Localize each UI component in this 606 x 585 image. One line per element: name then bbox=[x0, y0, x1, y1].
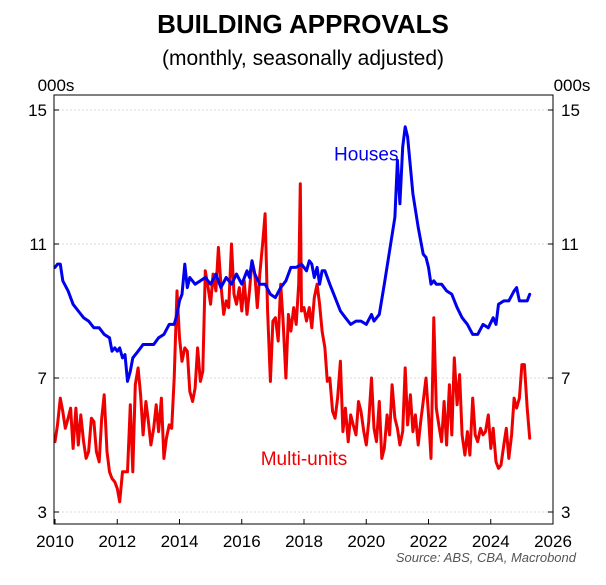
series-label-houses: Houses bbox=[334, 144, 398, 165]
y-tick-label-left: 3 bbox=[38, 503, 47, 522]
x-tick-label: 2010 bbox=[36, 532, 74, 551]
y-axis-unit-left: 000s bbox=[38, 76, 75, 95]
axis-ticks: 3 3 7 7 11 11 15 15 2010 2012 2014 2016 2018 2020 2022… bbox=[28, 101, 580, 551]
series-line-houses bbox=[53, 125, 532, 383]
y-tick-label-left: 11 bbox=[29, 235, 47, 254]
y-tick-label-right: 7 bbox=[561, 369, 570, 388]
chart-subtitle: (monthly, seasonally adjusted) bbox=[162, 47, 444, 70]
series-label-multi-units: Multi-units bbox=[261, 449, 348, 470]
y-tick-label-left: 15 bbox=[28, 101, 47, 120]
x-tick-label: 2020 bbox=[347, 532, 385, 551]
x-tick-label: 2018 bbox=[285, 532, 323, 551]
x-tick-label: 2026 bbox=[534, 532, 572, 551]
y-tick-label-left: 7 bbox=[38, 369, 47, 388]
x-tick-label: 2022 bbox=[410, 532, 448, 551]
series-lines bbox=[53, 125, 532, 504]
y-tick-label-right: 11 bbox=[561, 235, 579, 254]
x-tick-label: 2014 bbox=[161, 532, 199, 551]
x-tick-label: 2024 bbox=[472, 532, 510, 551]
source-note: Source: ABS, CBA, Macrobond bbox=[396, 550, 577, 565]
series-line-multi-units bbox=[53, 182, 532, 504]
gridlines bbox=[54, 109, 553, 513]
chart-title: BUILDING APPROVALS bbox=[157, 9, 449, 39]
y-tick-label-right: 3 bbox=[561, 503, 570, 522]
x-tick-label: 2016 bbox=[223, 532, 261, 551]
y-axis-unit-right: 000s bbox=[554, 76, 591, 95]
x-tick-label: 2012 bbox=[98, 532, 136, 551]
y-tick-label-right: 15 bbox=[561, 101, 580, 120]
series-labels: Houses Multi-units bbox=[261, 144, 399, 470]
